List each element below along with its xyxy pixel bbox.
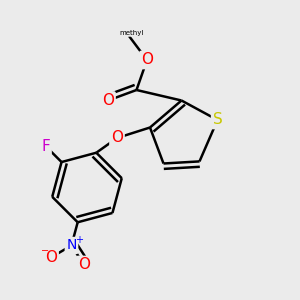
Text: O: O [102, 93, 114, 108]
Text: O: O [45, 250, 57, 265]
Text: S: S [213, 112, 222, 128]
Text: F: F [41, 139, 50, 154]
Text: N: N [66, 238, 77, 253]
Text: O: O [78, 257, 90, 272]
Text: +: + [75, 235, 83, 245]
Text: O: O [141, 52, 153, 68]
Text: −: − [41, 247, 49, 256]
Text: methyl: methyl [120, 30, 144, 36]
Text: O: O [111, 130, 123, 146]
